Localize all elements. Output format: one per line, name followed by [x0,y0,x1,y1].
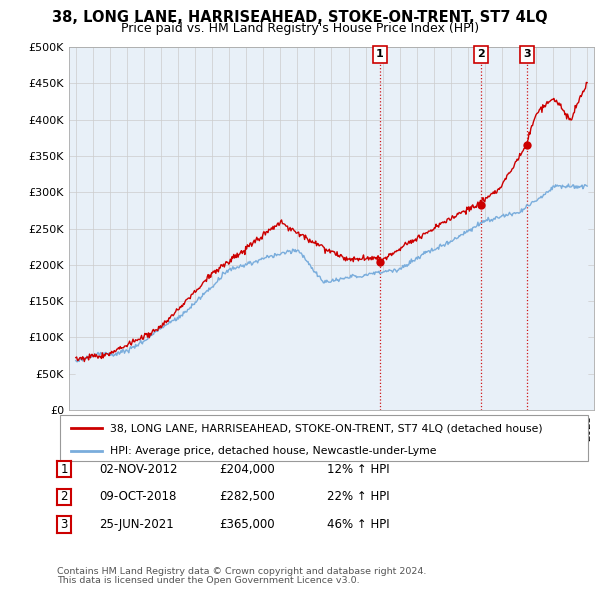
Text: 22% ↑ HPI: 22% ↑ HPI [327,490,389,503]
Text: This data is licensed under the Open Government Licence v3.0.: This data is licensed under the Open Gov… [57,576,359,585]
Text: £365,000: £365,000 [219,518,275,531]
Text: HPI: Average price, detached house, Newcastle-under-Lyme: HPI: Average price, detached house, Newc… [110,446,437,456]
Text: 38, LONG LANE, HARRISEAHEAD, STOKE-ON-TRENT, ST7 4LQ: 38, LONG LANE, HARRISEAHEAD, STOKE-ON-TR… [52,10,548,25]
Text: 3: 3 [61,518,68,531]
Text: 12% ↑ HPI: 12% ↑ HPI [327,463,389,476]
Text: 09-OCT-2018: 09-OCT-2018 [99,490,176,503]
Text: £204,000: £204,000 [219,463,275,476]
Text: 2: 2 [61,490,68,503]
Text: 3: 3 [523,50,531,60]
Text: 1: 1 [61,463,68,476]
Text: 46% ↑ HPI: 46% ↑ HPI [327,518,389,531]
Text: Contains HM Land Registry data © Crown copyright and database right 2024.: Contains HM Land Registry data © Crown c… [57,567,427,576]
Text: Price paid vs. HM Land Registry's House Price Index (HPI): Price paid vs. HM Land Registry's House … [121,22,479,35]
Text: 1: 1 [376,50,383,60]
Text: £282,500: £282,500 [219,490,275,503]
FancyBboxPatch shape [60,415,588,461]
Text: 02-NOV-2012: 02-NOV-2012 [99,463,178,476]
Text: 2: 2 [477,50,485,60]
Text: 25-JUN-2021: 25-JUN-2021 [99,518,174,531]
Text: 38, LONG LANE, HARRISEAHEAD, STOKE-ON-TRENT, ST7 4LQ (detached house): 38, LONG LANE, HARRISEAHEAD, STOKE-ON-TR… [110,423,543,433]
